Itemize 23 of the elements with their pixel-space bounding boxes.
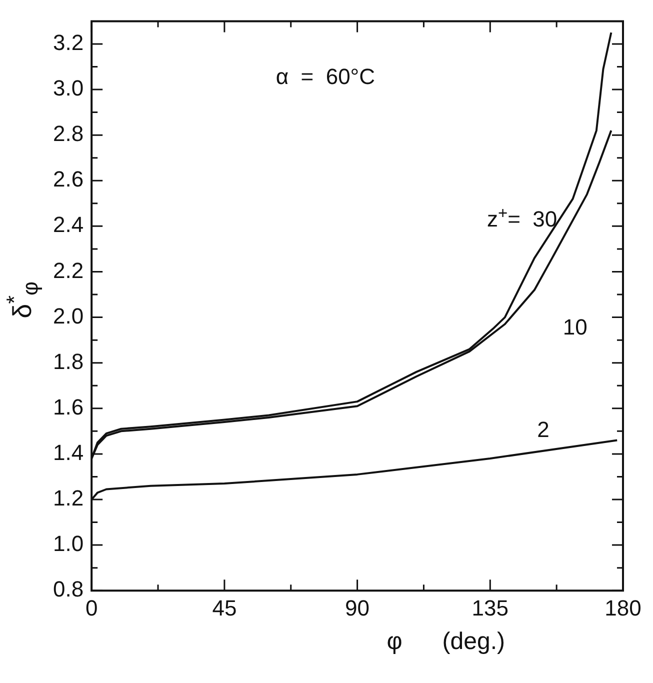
annotation: z+= 30: [486, 204, 558, 232]
x-tick-label: 45: [212, 596, 237, 621]
y-tick-label: 3.0: [52, 76, 84, 101]
x-tick-label: 90: [345, 596, 370, 621]
x-axis-title: φ (deg.): [386, 628, 505, 656]
y-tick-label: 1.4: [52, 440, 84, 466]
x-tick-label: 135: [472, 596, 509, 621]
y-tick-label: 2.4: [52, 212, 84, 238]
annotation: α = 60°C: [276, 64, 376, 90]
x-tick-label: 0: [85, 596, 98, 621]
y-tick-label: 3.2: [52, 30, 84, 56]
annotation: 2: [537, 417, 550, 442]
y-tick-label: 2.6: [52, 166, 84, 192]
x-tick-label: 180: [604, 596, 642, 621]
y-tick-label: 2.8: [52, 121, 84, 146]
y-tick-label: 0.8: [52, 576, 84, 602]
y-tick-label: 1.8: [52, 348, 84, 374]
y-tick-label: 1.2: [52, 486, 84, 511]
y-tick-label: 2.2: [52, 258, 84, 283]
y-tick-label: 1.0: [52, 531, 84, 556]
y-tick-label: 2.0: [52, 303, 84, 328]
y-tick-label: 1.6: [52, 394, 84, 420]
annotation: 10: [562, 314, 588, 340]
